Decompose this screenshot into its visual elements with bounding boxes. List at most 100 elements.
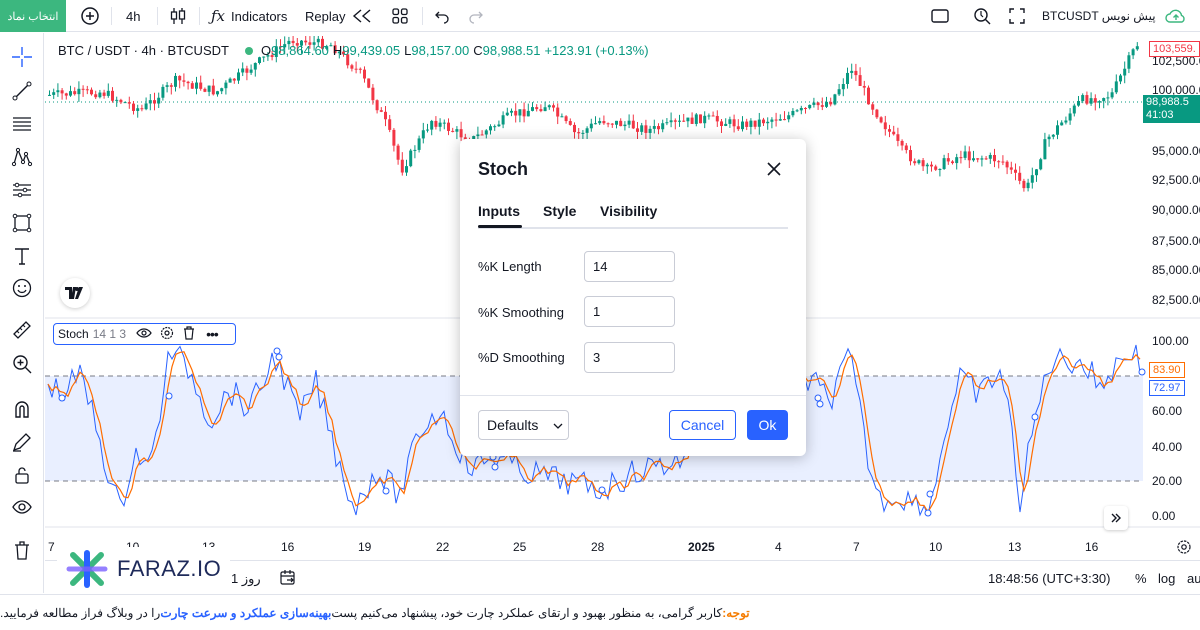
- stoch-settings-button[interactable]: [160, 326, 174, 343]
- text-tool[interactable]: [10, 244, 34, 268]
- candle-body: [581, 132, 585, 134]
- candle-body: [413, 149, 417, 151]
- trend-line-icon: [12, 81, 32, 101]
- fib-tool[interactable]: [10, 112, 34, 136]
- indicators-button[interactable]: ƒx Indicators: [211, 0, 287, 32]
- notice-link[interactable]: بهینه‌سازی عملکرد و سرعت چارت: [160, 605, 332, 620]
- candle-body: [841, 84, 845, 90]
- stoch-remove-button[interactable]: [182, 325, 196, 343]
- price-axis-label: 82,500.00: [1152, 293, 1200, 307]
- range-1d[interactable]: روز 1: [231, 571, 261, 586]
- stay-drawing-tool[interactable]: [10, 430, 34, 454]
- auto-toggle[interactable]: au: [1187, 571, 1200, 586]
- tab-style[interactable]: Style: [543, 203, 577, 219]
- tab-visibility[interactable]: Visibility: [600, 203, 658, 219]
- candle-body: [619, 120, 623, 127]
- candle-body: [73, 91, 77, 95]
- hide-drawings-tool[interactable]: [10, 495, 34, 519]
- pattern-icon: [11, 147, 33, 167]
- trend-line-tool[interactable]: [10, 79, 34, 103]
- candle-body: [1093, 98, 1097, 103]
- candle-body: [724, 123, 728, 126]
- zoom-tool[interactable]: [10, 352, 34, 376]
- candle-body: [749, 120, 753, 127]
- candle-body: [1081, 95, 1085, 101]
- stoch-legend[interactable]: Stoch 14 1 3 •••: [53, 323, 236, 345]
- add-symbol-button[interactable]: [80, 0, 100, 32]
- quick-search-button[interactable]: [972, 0, 992, 32]
- toolbar-divider: [157, 7, 158, 25]
- crosshair-tool[interactable]: [10, 45, 34, 69]
- chart-type-button[interactable]: [169, 0, 187, 32]
- shape-tool[interactable]: [10, 211, 34, 235]
- tradingview-logo[interactable]: [60, 278, 90, 308]
- k-smoothing-input[interactable]: 1: [584, 296, 675, 327]
- stoch-k-badge: 72.97: [1149, 380, 1185, 396]
- clock-timezone[interactable]: 18:48:56 (UTC+3:30): [988, 571, 1111, 586]
- interval-button[interactable]: 4h: [126, 8, 141, 24]
- candle-body: [787, 115, 791, 120]
- scroll-to-realtime-button[interactable]: [1104, 506, 1128, 530]
- candle-body: [237, 72, 240, 81]
- candle-body: [1001, 161, 1005, 163]
- candle-body: [993, 155, 996, 162]
- legend-symbol[interactable]: BTC / USDT · 4h · BTCUSDT: [58, 43, 229, 58]
- undo-button[interactable]: [434, 0, 450, 32]
- layout-button[interactable]: [391, 0, 409, 32]
- symbol-search-button[interactable]: انتخاب نماد: [0, 0, 66, 32]
- time-axis-settings[interactable]: [1176, 539, 1192, 560]
- candle-body: [673, 120, 677, 122]
- expand-button[interactable]: [1008, 0, 1026, 32]
- candle-body: [308, 42, 312, 45]
- d-smoothing-label: %D Smoothing: [478, 350, 565, 365]
- candle-body: [1098, 101, 1101, 103]
- candle-body: [820, 105, 824, 107]
- dialog-close-button[interactable]: [762, 157, 786, 181]
- log-toggle[interactable]: log: [1158, 571, 1176, 586]
- candle-body: [346, 54, 350, 66]
- stoch-visibility-button[interactable]: [136, 326, 152, 343]
- stoch-more-button[interactable]: •••: [206, 326, 219, 342]
- time-axis-label: 4: [775, 540, 782, 554]
- replay-button[interactable]: Replay: [305, 0, 373, 32]
- stoch-point-marker: [814, 394, 822, 402]
- d-smoothing-input[interactable]: 3: [584, 342, 675, 373]
- candle-body: [921, 160, 925, 167]
- fullscreen-window-button[interactable]: [930, 0, 950, 32]
- price-axis-label: 92,500.00: [1152, 173, 1200, 187]
- redo-button[interactable]: [468, 0, 484, 32]
- candle-body: [203, 88, 207, 92]
- remove-drawings-tool[interactable]: [10, 538, 34, 562]
- k-length-input[interactable]: 14: [584, 251, 675, 282]
- candle-body: [363, 69, 366, 79]
- double-chevron-right-icon: [1111, 513, 1121, 523]
- candle-body: [132, 103, 135, 111]
- cancel-button[interactable]: Cancel: [669, 410, 736, 440]
- candle-body: [228, 78, 232, 83]
- measure-tool[interactable]: [10, 318, 34, 342]
- tab-inputs[interactable]: Inputs: [478, 203, 520, 219]
- candle-body: [778, 119, 782, 121]
- candle-body: [287, 40, 291, 45]
- candle-body: [396, 145, 400, 160]
- time-axis-label: 7: [48, 540, 55, 554]
- percent-toggle[interactable]: %: [1135, 571, 1147, 586]
- candle-body: [300, 40, 303, 46]
- ok-button[interactable]: Ok: [747, 410, 788, 440]
- magnet-tool[interactable]: [10, 397, 34, 421]
- candle-body: [430, 120, 434, 130]
- candle-body: [904, 145, 908, 151]
- emoji-tool[interactable]: [10, 276, 34, 300]
- lock-drawings-tool[interactable]: [10, 463, 34, 487]
- pattern-tool[interactable]: [10, 145, 34, 169]
- candle-body: [157, 97, 161, 104]
- candle-body: [325, 46, 329, 49]
- defaults-dropdown[interactable]: Defaults: [478, 410, 569, 440]
- forecast-tool[interactable]: [10, 178, 34, 202]
- zoom-search-icon: [974, 8, 991, 25]
- price-axis-label: 87,500.00: [1152, 234, 1200, 248]
- candle-body: [216, 91, 219, 95]
- save-cloud-button[interactable]: [1164, 0, 1188, 32]
- date-range-button[interactable]: [279, 569, 297, 590]
- candle-body: [493, 126, 497, 128]
